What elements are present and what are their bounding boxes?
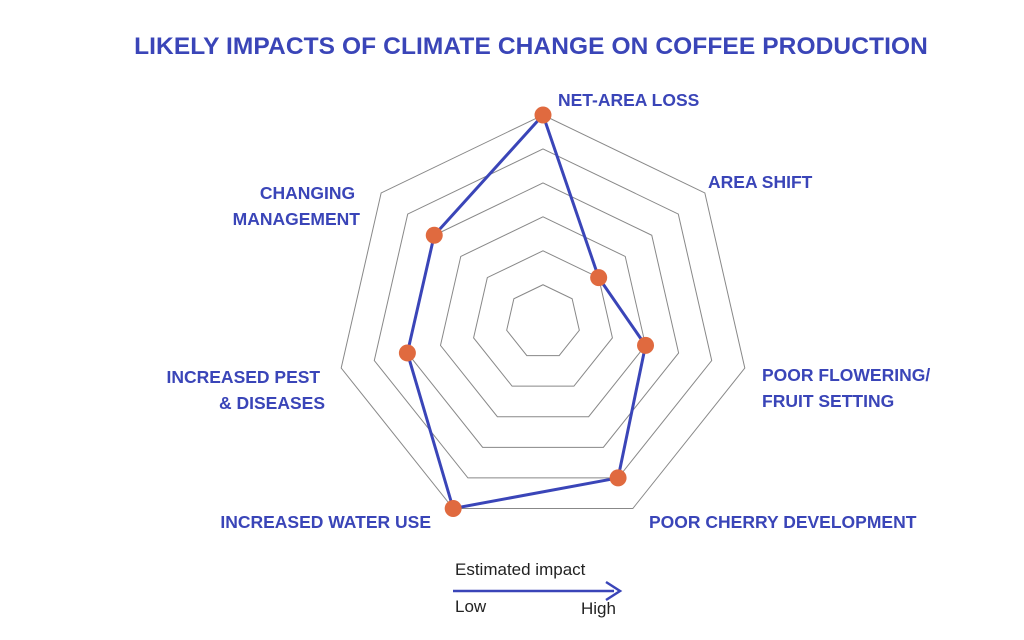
radar-grid: [340, 114, 746, 510]
legend-title: Estimated impact: [455, 560, 586, 579]
legend-low-label: Low: [455, 597, 487, 616]
grid-ring-0: [506, 284, 580, 357]
axis-labels: NET-AREA LOSS AREA SHIFT POOR FLOWERING/…: [166, 90, 935, 532]
axis-label-increased-pest: INCREASED PEST & DISEASES: [166, 367, 325, 413]
axis-label-changing-management: CHANGING MANAGEMENT: [233, 183, 361, 229]
data-point-6: [425, 226, 443, 244]
grid-ring-1: [473, 250, 613, 387]
axis-label-net-area-loss: NET-AREA LOSS: [558, 90, 699, 110]
radar-series: [398, 106, 655, 518]
grid-ring-3: [406, 182, 680, 448]
data-point-5: [398, 344, 416, 362]
grid-ring-4: [373, 148, 713, 479]
legend-arrow-head-icon: [605, 580, 623, 602]
data-point-3: [609, 469, 627, 487]
impact-legend: Estimated impact Low High: [453, 560, 623, 618]
grid-ring-2: [439, 216, 647, 418]
data-point-4: [444, 500, 462, 518]
axis-label-poor-cherry-development: POOR CHERRY DEVELOPMENT: [649, 512, 917, 532]
series-line: [405, 113, 648, 511]
data-point-0: [534, 106, 552, 124]
axis-label-area-shift: AREA SHIFT: [708, 172, 813, 192]
axis-label-increased-water-use: INCREASED WATER USE: [220, 512, 431, 532]
data-point-1: [590, 269, 608, 287]
axis-label-poor-flowering: POOR FLOWERING/ FRUIT SETTING: [762, 365, 935, 411]
chart-title: LIKELY IMPACTS OF CLIMATE CHANGE ON COFF…: [134, 33, 928, 60]
grid-ring-5: [340, 114, 746, 510]
data-point-2: [637, 336, 655, 354]
legend-high-label: High: [581, 599, 616, 618]
